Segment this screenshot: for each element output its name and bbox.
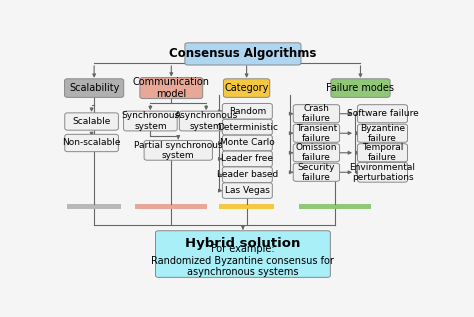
Text: Transient
failure: Transient failure <box>296 124 337 143</box>
Text: Communication
model: Communication model <box>133 77 210 99</box>
FancyBboxPatch shape <box>357 162 408 182</box>
FancyBboxPatch shape <box>299 204 371 210</box>
FancyBboxPatch shape <box>222 119 272 135</box>
FancyBboxPatch shape <box>155 231 330 277</box>
Text: Partial synchronous
system: Partial synchronous system <box>134 141 223 160</box>
FancyBboxPatch shape <box>64 79 124 97</box>
FancyBboxPatch shape <box>65 113 118 130</box>
FancyBboxPatch shape <box>293 105 339 123</box>
FancyBboxPatch shape <box>179 111 233 131</box>
Text: Failure modes: Failure modes <box>327 83 394 93</box>
Text: Monte Carlo: Monte Carlo <box>220 139 275 147</box>
Text: Deterministic: Deterministic <box>217 123 278 132</box>
Text: Security
failure: Security failure <box>298 163 335 182</box>
FancyBboxPatch shape <box>222 151 272 167</box>
FancyBboxPatch shape <box>222 135 272 151</box>
Text: Hybrid solution: Hybrid solution <box>185 237 301 250</box>
FancyBboxPatch shape <box>65 134 118 152</box>
FancyBboxPatch shape <box>140 78 203 99</box>
FancyBboxPatch shape <box>357 105 408 123</box>
FancyBboxPatch shape <box>136 204 207 210</box>
Text: Software failure: Software failure <box>346 109 419 118</box>
Text: Consensus Algorithms: Consensus Algorithms <box>169 48 317 61</box>
Text: Temporal
failure: Temporal failure <box>362 143 403 162</box>
Text: Category: Category <box>224 83 269 93</box>
Text: Synchronous
system: Synchronous system <box>121 111 180 131</box>
FancyBboxPatch shape <box>67 204 121 210</box>
Text: Random: Random <box>229 107 266 116</box>
FancyBboxPatch shape <box>223 79 270 97</box>
Text: Omission
failure: Omission failure <box>296 143 337 162</box>
FancyBboxPatch shape <box>293 163 339 181</box>
Text: Scalable: Scalable <box>73 117 111 126</box>
FancyBboxPatch shape <box>357 144 408 162</box>
FancyBboxPatch shape <box>293 124 339 142</box>
FancyBboxPatch shape <box>222 183 272 198</box>
FancyBboxPatch shape <box>219 204 274 210</box>
Text: Las Vegas: Las Vegas <box>225 186 270 195</box>
Text: Non-scalable: Non-scalable <box>62 139 121 147</box>
Text: Byzantine
failure: Byzantine failure <box>360 124 405 143</box>
FancyBboxPatch shape <box>222 103 272 119</box>
Text: Environmental
perturbations: Environmental perturbations <box>349 163 416 182</box>
Text: For example:
Randomized Byzantine consensus for
asynchronous systems: For example: Randomized Byzantine consen… <box>152 244 334 277</box>
FancyBboxPatch shape <box>222 167 272 183</box>
Text: Leader based: Leader based <box>217 170 278 179</box>
Text: Scalability: Scalability <box>69 83 119 93</box>
FancyBboxPatch shape <box>357 124 408 142</box>
Text: Crash
failure: Crash failure <box>302 104 331 123</box>
Text: Leader free: Leader free <box>221 154 273 163</box>
FancyBboxPatch shape <box>331 79 390 97</box>
FancyBboxPatch shape <box>293 144 339 162</box>
FancyBboxPatch shape <box>144 140 212 160</box>
FancyBboxPatch shape <box>124 111 177 131</box>
FancyBboxPatch shape <box>185 43 301 65</box>
Text: Asynchronous
system: Asynchronous system <box>174 111 238 131</box>
